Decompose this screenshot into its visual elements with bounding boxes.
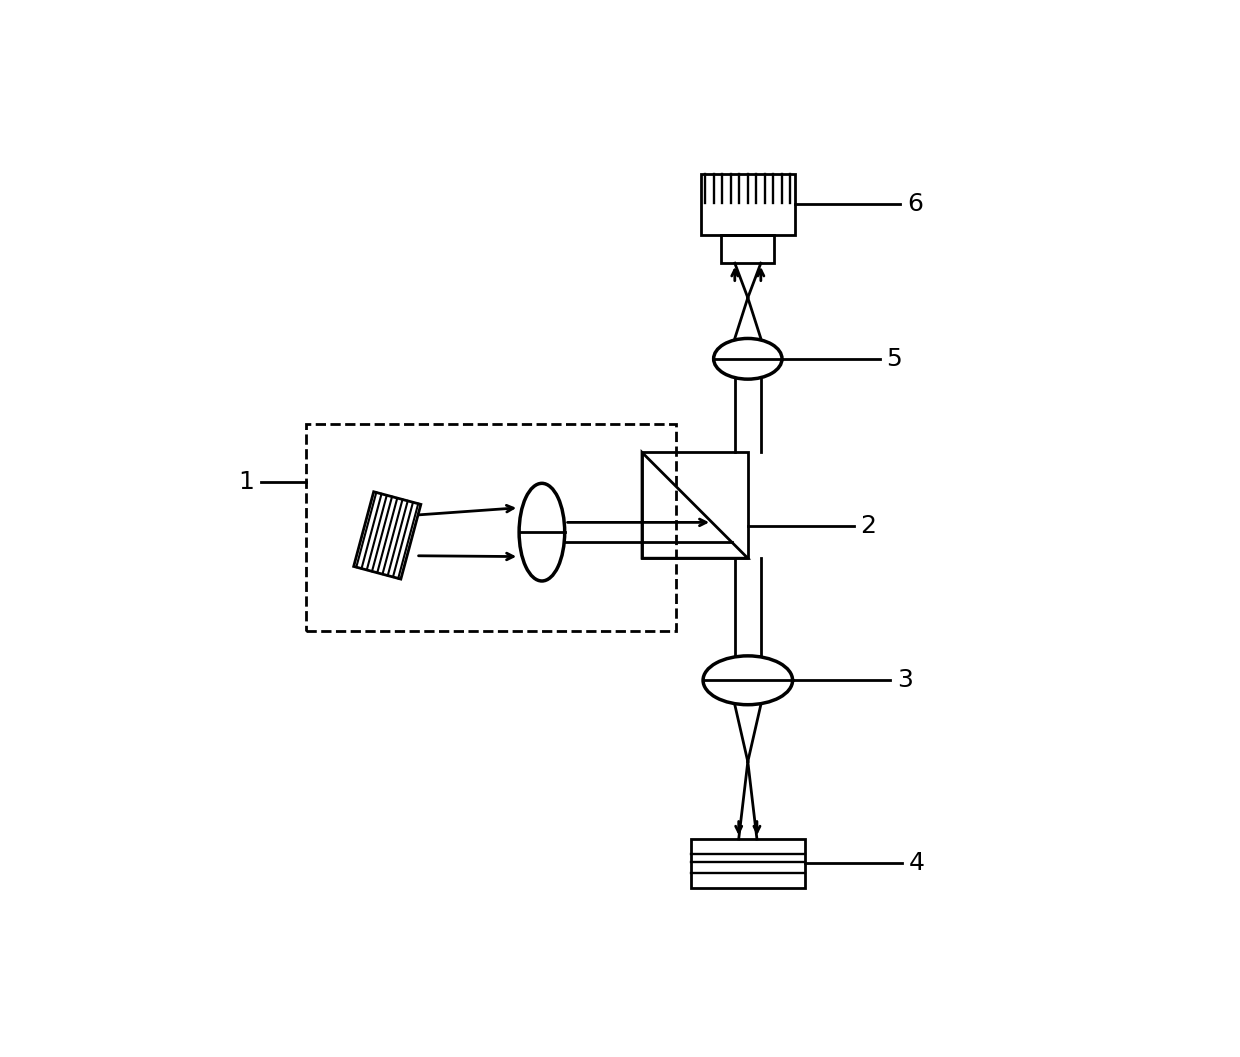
Bar bbox=[642, 452, 748, 558]
Text: 4: 4 bbox=[909, 851, 925, 875]
Text: 3: 3 bbox=[897, 668, 913, 692]
Text: 1: 1 bbox=[239, 470, 254, 494]
Bar bbox=[701, 173, 795, 235]
Bar bbox=[722, 235, 774, 263]
Bar bbox=[691, 839, 805, 888]
Bar bbox=[306, 424, 676, 631]
Text: 5: 5 bbox=[887, 347, 901, 371]
Text: 6: 6 bbox=[906, 192, 923, 217]
Text: 2: 2 bbox=[861, 515, 877, 538]
